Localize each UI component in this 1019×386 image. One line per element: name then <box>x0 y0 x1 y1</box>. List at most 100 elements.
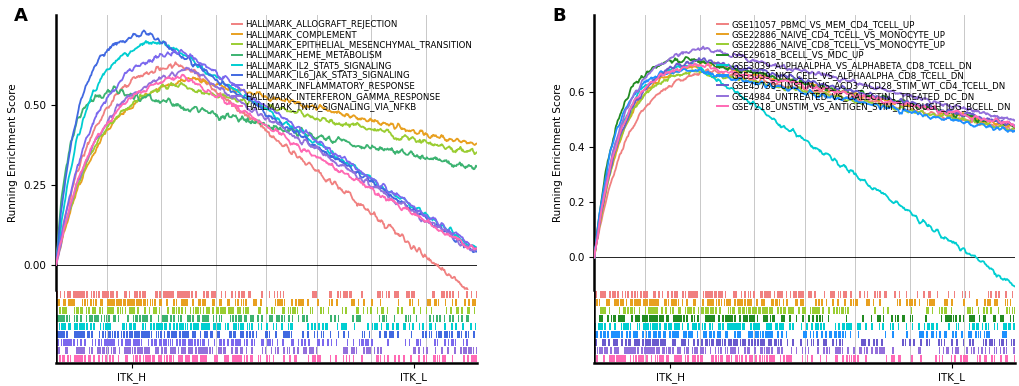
Bar <box>856 323 857 330</box>
Bar <box>832 291 833 298</box>
Bar <box>455 323 457 330</box>
Bar <box>691 356 693 362</box>
Bar <box>768 307 769 314</box>
Bar <box>100 307 101 314</box>
Bar <box>747 347 749 354</box>
Bar <box>816 347 818 354</box>
Bar <box>124 291 125 298</box>
Bar <box>754 323 756 330</box>
Bar <box>192 299 194 306</box>
Line: HALLMARK_INFLAMMATORY_RESPONSE: HALLMARK_INFLAMMATORY_RESPONSE <box>56 50 476 265</box>
Bar <box>95 307 96 314</box>
Bar <box>180 315 182 322</box>
Bar <box>814 291 815 298</box>
Bar <box>881 307 883 314</box>
Bar <box>144 315 146 322</box>
Bar <box>696 315 698 322</box>
Bar <box>681 339 682 346</box>
Bar <box>145 331 146 338</box>
Bar <box>325 323 326 330</box>
Bar <box>171 307 173 314</box>
Bar <box>98 347 99 354</box>
Bar <box>416 315 417 322</box>
Bar <box>174 331 175 338</box>
GSE4984_UNTREATED_VS_GALECTIN1_TREATED_DC_DN <box>779 66 791 70</box>
Bar <box>911 356 912 362</box>
Bar <box>247 356 248 362</box>
Bar <box>467 356 468 362</box>
Bar <box>661 291 662 298</box>
Bar <box>239 356 240 362</box>
Bar <box>409 323 410 330</box>
Bar <box>1002 347 1004 354</box>
Bar <box>765 356 767 362</box>
Bar <box>114 331 115 338</box>
Bar <box>418 323 420 330</box>
Bar <box>842 323 844 330</box>
Bar <box>955 323 957 330</box>
Bar <box>457 307 458 314</box>
Bar <box>145 299 147 306</box>
Bar <box>130 307 131 314</box>
Bar <box>653 331 654 338</box>
Bar <box>465 331 466 338</box>
Bar <box>623 323 624 330</box>
Bar <box>103 323 104 330</box>
Bar <box>1012 347 1014 354</box>
Bar <box>388 291 389 298</box>
Bar <box>436 315 438 322</box>
Bar <box>195 307 197 314</box>
Bar <box>883 291 884 298</box>
Bar <box>976 323 978 330</box>
Bar <box>385 331 386 338</box>
GSE3039_ALPHAALPHA_VS_ALPHABETA_CD8_TCELL_DN <box>869 186 881 191</box>
Bar <box>451 291 452 298</box>
Bar <box>706 315 708 322</box>
Bar <box>244 356 246 362</box>
Bar <box>195 339 196 346</box>
Bar <box>988 307 990 314</box>
Bar <box>864 339 865 346</box>
Bar <box>667 315 668 322</box>
Bar <box>189 356 190 362</box>
Bar <box>170 315 172 322</box>
Bar <box>843 323 845 330</box>
Bar <box>616 291 619 298</box>
Bar <box>971 323 972 330</box>
Bar <box>772 315 773 322</box>
Bar <box>637 299 639 306</box>
Bar <box>422 323 424 330</box>
Bar <box>919 356 921 362</box>
Bar <box>742 323 744 330</box>
Bar <box>88 331 90 338</box>
Bar <box>344 291 346 298</box>
Bar <box>634 291 635 298</box>
Bar <box>641 339 643 346</box>
Bar <box>220 315 222 322</box>
Bar <box>123 299 125 306</box>
Bar <box>849 291 851 298</box>
Bar <box>145 347 146 354</box>
Bar <box>112 315 114 322</box>
Bar <box>727 315 728 322</box>
Bar <box>165 339 166 346</box>
Bar <box>671 291 672 298</box>
Bar <box>959 315 960 322</box>
Bar <box>631 291 632 298</box>
Bar <box>608 307 609 314</box>
Bar <box>839 331 841 338</box>
Bar <box>217 307 218 314</box>
Bar <box>76 315 77 322</box>
Bar <box>654 331 656 338</box>
Bar <box>438 356 439 362</box>
Bar <box>644 323 645 330</box>
Bar <box>216 315 217 322</box>
Bar <box>287 323 289 330</box>
Bar <box>658 315 660 322</box>
Bar <box>172 291 174 298</box>
Bar <box>368 347 370 354</box>
Bar <box>630 307 631 314</box>
Bar <box>596 347 597 354</box>
Bar <box>95 339 96 346</box>
HALLMARK_IL2_STAT5_SIGNALING <box>50 262 62 267</box>
